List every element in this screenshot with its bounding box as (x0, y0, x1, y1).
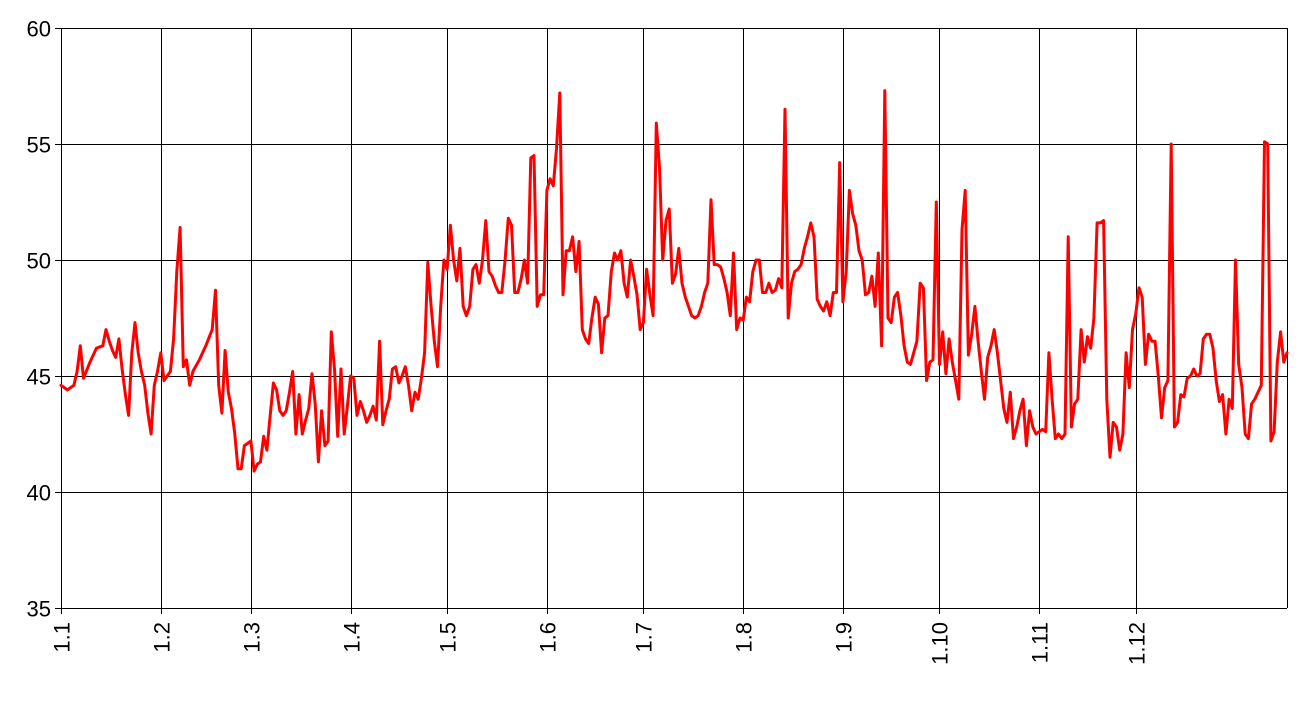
x-tick-label-9: 1.9 (832, 622, 857, 653)
y-axis-ticks: 35 40 45 50 55 60 (27, 17, 51, 622)
y-tick-label-40: 40 (27, 481, 51, 506)
y-tick-label-50: 50 (27, 249, 51, 274)
x-tick-label-6: 1.6 (536, 622, 561, 653)
x-tick-label-7: 1.7 (632, 622, 657, 653)
y-tick-label-45: 45 (27, 365, 51, 390)
y-tick-label-60: 60 (27, 17, 51, 42)
series-line-1 (59, 89, 1289, 473)
y-tick-label-35: 35 (27, 597, 51, 622)
x-tick-label-12: 1.12 (1125, 622, 1150, 665)
series-area (59, 89, 1289, 473)
y-tick-label-55: 55 (27, 133, 51, 158)
x-tick-label-5: 1.5 (436, 622, 461, 653)
x-tick-label-8: 1.8 (732, 622, 757, 653)
x-tick-label-3: 1.3 (240, 622, 265, 653)
x-tick-label-10: 1.10 (928, 622, 953, 665)
x-axis-ticks: 1.1 1.2 1.3 1.4 1.5 1.6 1.7 1.8 1.9 1.10 1.11 1.12 (50, 622, 1150, 665)
x-tick-label-4: 1.4 (340, 622, 365, 653)
x-tick-label-2: 1.2 (150, 622, 175, 653)
x-tick-label-1: 1.1 (50, 622, 75, 653)
x-tick-label-11: 1.11 (1028, 622, 1053, 663)
